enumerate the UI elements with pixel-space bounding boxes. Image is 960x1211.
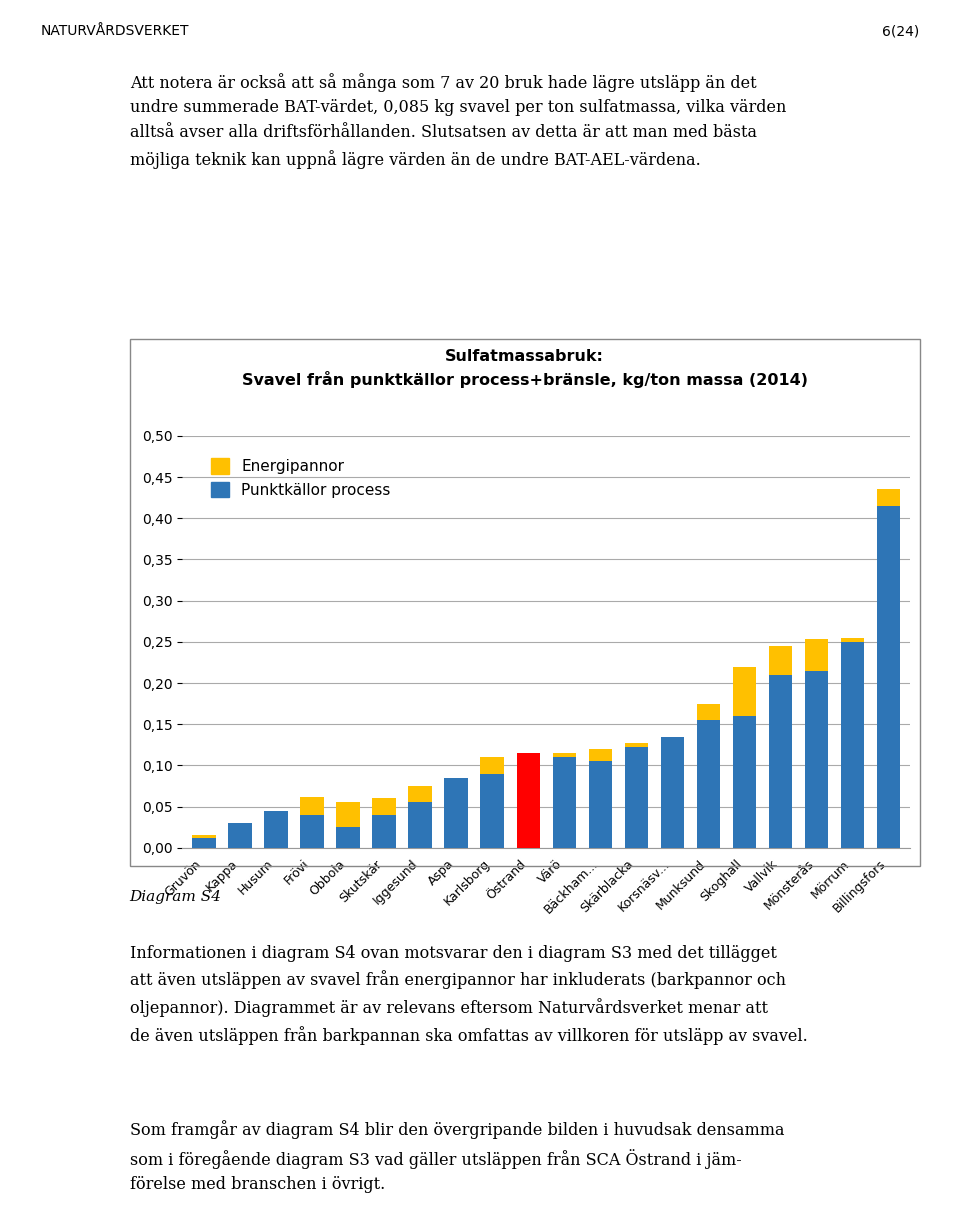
Bar — [553, 757, 576, 848]
Bar — [769, 645, 792, 675]
Bar — [192, 836, 216, 838]
Bar — [660, 736, 684, 848]
Bar — [192, 838, 216, 848]
Bar — [372, 798, 396, 815]
Bar — [841, 642, 864, 848]
Bar — [372, 815, 396, 848]
Bar — [481, 757, 504, 774]
Bar — [408, 803, 432, 848]
Bar — [876, 489, 900, 506]
Bar — [588, 762, 612, 848]
Bar — [625, 747, 648, 848]
Bar — [697, 704, 720, 721]
Bar — [444, 777, 468, 848]
Bar — [876, 506, 900, 848]
Bar — [732, 666, 756, 716]
Bar — [553, 753, 576, 757]
Bar — [769, 675, 792, 848]
Bar — [697, 721, 720, 848]
Bar — [408, 786, 432, 803]
Bar — [804, 671, 828, 848]
Text: 6(24): 6(24) — [882, 24, 920, 39]
Text: Informationen i diagram S4 ovan motsvarar den i diagram S3 med det tillägget
att: Informationen i diagram S4 ovan motsvara… — [130, 945, 807, 1045]
Bar — [264, 810, 288, 848]
Text: Sulfatmassabruk:
Svavel från punktkällor process+bränsle, kg/ton massa (2014): Sulfatmassabruk: Svavel från punktkällor… — [242, 349, 807, 388]
Bar — [336, 803, 360, 827]
Bar — [300, 815, 324, 848]
Bar — [516, 753, 540, 848]
Bar — [625, 744, 648, 747]
Text: NATURVÅRDSVERKET: NATURVÅRDSVERKET — [40, 24, 189, 39]
Bar — [481, 774, 504, 848]
Legend: Energipannor, Punktkällor process: Energipannor, Punktkällor process — [204, 452, 396, 504]
Bar — [588, 748, 612, 762]
Bar — [300, 797, 324, 815]
Text: Att notera är också att så många som 7 av 20 bruk hade lägre utsläpp än det
undr: Att notera är också att så många som 7 a… — [130, 73, 786, 170]
Bar — [228, 823, 252, 848]
Bar — [804, 639, 828, 671]
Bar — [841, 638, 864, 642]
Bar — [732, 716, 756, 848]
Text: Diagram S4: Diagram S4 — [130, 890, 222, 905]
Text: Som framgår av diagram S4 blir den övergripande bilden i huvudsak densamma
som i: Som framgår av diagram S4 blir den överg… — [130, 1120, 784, 1193]
Bar — [336, 827, 360, 848]
